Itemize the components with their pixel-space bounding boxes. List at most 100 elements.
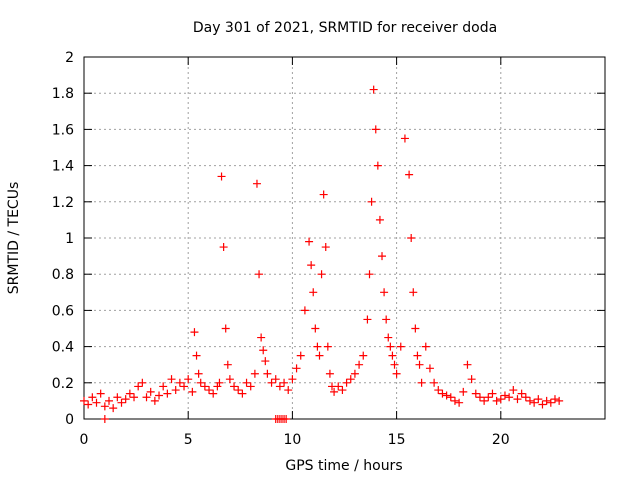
- data-point: [134, 382, 143, 391]
- data-point: [359, 351, 368, 360]
- data-point: [321, 243, 330, 252]
- data-point: [267, 378, 276, 387]
- data-point: [155, 391, 164, 400]
- data-point: [125, 389, 134, 398]
- data-point: [471, 389, 480, 398]
- data-point: [259, 346, 268, 355]
- data-point: [442, 391, 451, 400]
- y-tick-label: 1.8: [52, 86, 74, 102]
- data-point: [317, 270, 326, 279]
- data-point: [392, 369, 401, 378]
- data-point: [217, 172, 226, 181]
- data-point: [500, 391, 509, 400]
- data-point: [300, 306, 309, 315]
- data-point: [400, 134, 409, 143]
- data-point: [496, 395, 505, 404]
- data-point: [150, 396, 159, 405]
- y-tick-label: 0.6: [52, 303, 74, 319]
- data-point: [323, 342, 332, 351]
- data-point: [292, 364, 301, 373]
- data-point: [538, 400, 547, 409]
- data-point: [338, 386, 347, 395]
- grid-lines: [84, 57, 605, 419]
- data-point: [100, 402, 109, 411]
- data-point: [200, 382, 209, 391]
- data-point: [307, 261, 316, 270]
- data-point: [488, 389, 497, 398]
- data-point: [205, 386, 214, 395]
- data-point: [371, 125, 380, 134]
- data-point: [459, 387, 468, 396]
- data-point: [378, 252, 387, 261]
- data-point: [363, 315, 372, 324]
- data-point: [194, 369, 203, 378]
- data-point: [180, 382, 189, 391]
- data-point: [388, 351, 397, 360]
- data-point: [438, 389, 447, 398]
- data-point: [421, 342, 430, 351]
- data-point: [413, 351, 422, 360]
- data-point: [257, 333, 266, 342]
- data-point: [467, 375, 476, 384]
- data-point: [234, 386, 243, 395]
- data-point: [417, 378, 426, 387]
- data-point: [492, 396, 501, 405]
- data-point: [309, 288, 318, 297]
- data-point: [334, 382, 343, 391]
- data-point: [415, 360, 424, 369]
- data-point: [396, 342, 405, 351]
- y-tick-label: 0.2: [52, 376, 74, 392]
- data-point: [275, 382, 284, 391]
- data-point: [411, 324, 420, 333]
- data-point: [534, 395, 543, 404]
- data-point: [390, 360, 399, 369]
- data-point: [517, 389, 526, 398]
- y-tick-label: 0.8: [52, 267, 74, 283]
- data-point: [346, 375, 355, 384]
- data-point: [213, 382, 222, 391]
- data-point: [407, 234, 416, 242]
- data-point: [505, 393, 514, 402]
- data-point: [261, 357, 270, 366]
- x-tick-label: 15: [388, 432, 406, 448]
- data-point: [190, 328, 199, 337]
- x-tick-label: 0: [80, 432, 89, 448]
- y-tick-label: 1.2: [52, 195, 74, 211]
- x-axis-label: GPS time / hours: [285, 458, 402, 474]
- data-point: [405, 170, 414, 179]
- data-point: [375, 215, 384, 224]
- data-point: [80, 396, 88, 405]
- data-point: [530, 398, 539, 407]
- data-point: [109, 404, 118, 413]
- y-tick-label: 1: [65, 231, 74, 247]
- data-point: [263, 369, 272, 378]
- data-point: [196, 378, 205, 387]
- data-point: [238, 389, 247, 398]
- y-tick-label: 1.4: [52, 159, 74, 175]
- data-point: [100, 415, 109, 423]
- data-point: [521, 393, 530, 402]
- data-point: [223, 360, 232, 369]
- data-point: [184, 375, 193, 384]
- x-tick-label: 20: [492, 432, 510, 448]
- data-points: [80, 85, 564, 423]
- data-point: [513, 395, 522, 404]
- data-point: [365, 270, 374, 279]
- y-tick-label: 2: [65, 50, 74, 66]
- data-point: [450, 396, 459, 405]
- data-point: [430, 378, 439, 387]
- data-point: [382, 315, 391, 324]
- data-point: [280, 378, 289, 387]
- data-point: [84, 400, 93, 409]
- data-point: [225, 375, 234, 384]
- data-point: [509, 386, 518, 395]
- data-point: [305, 237, 314, 246]
- data-point: [542, 396, 551, 405]
- data-point: [350, 369, 359, 378]
- data-point: [246, 382, 255, 391]
- data-point: [88, 393, 97, 402]
- data-point: [96, 389, 105, 398]
- data-point: [313, 342, 322, 351]
- data-point: [219, 243, 228, 252]
